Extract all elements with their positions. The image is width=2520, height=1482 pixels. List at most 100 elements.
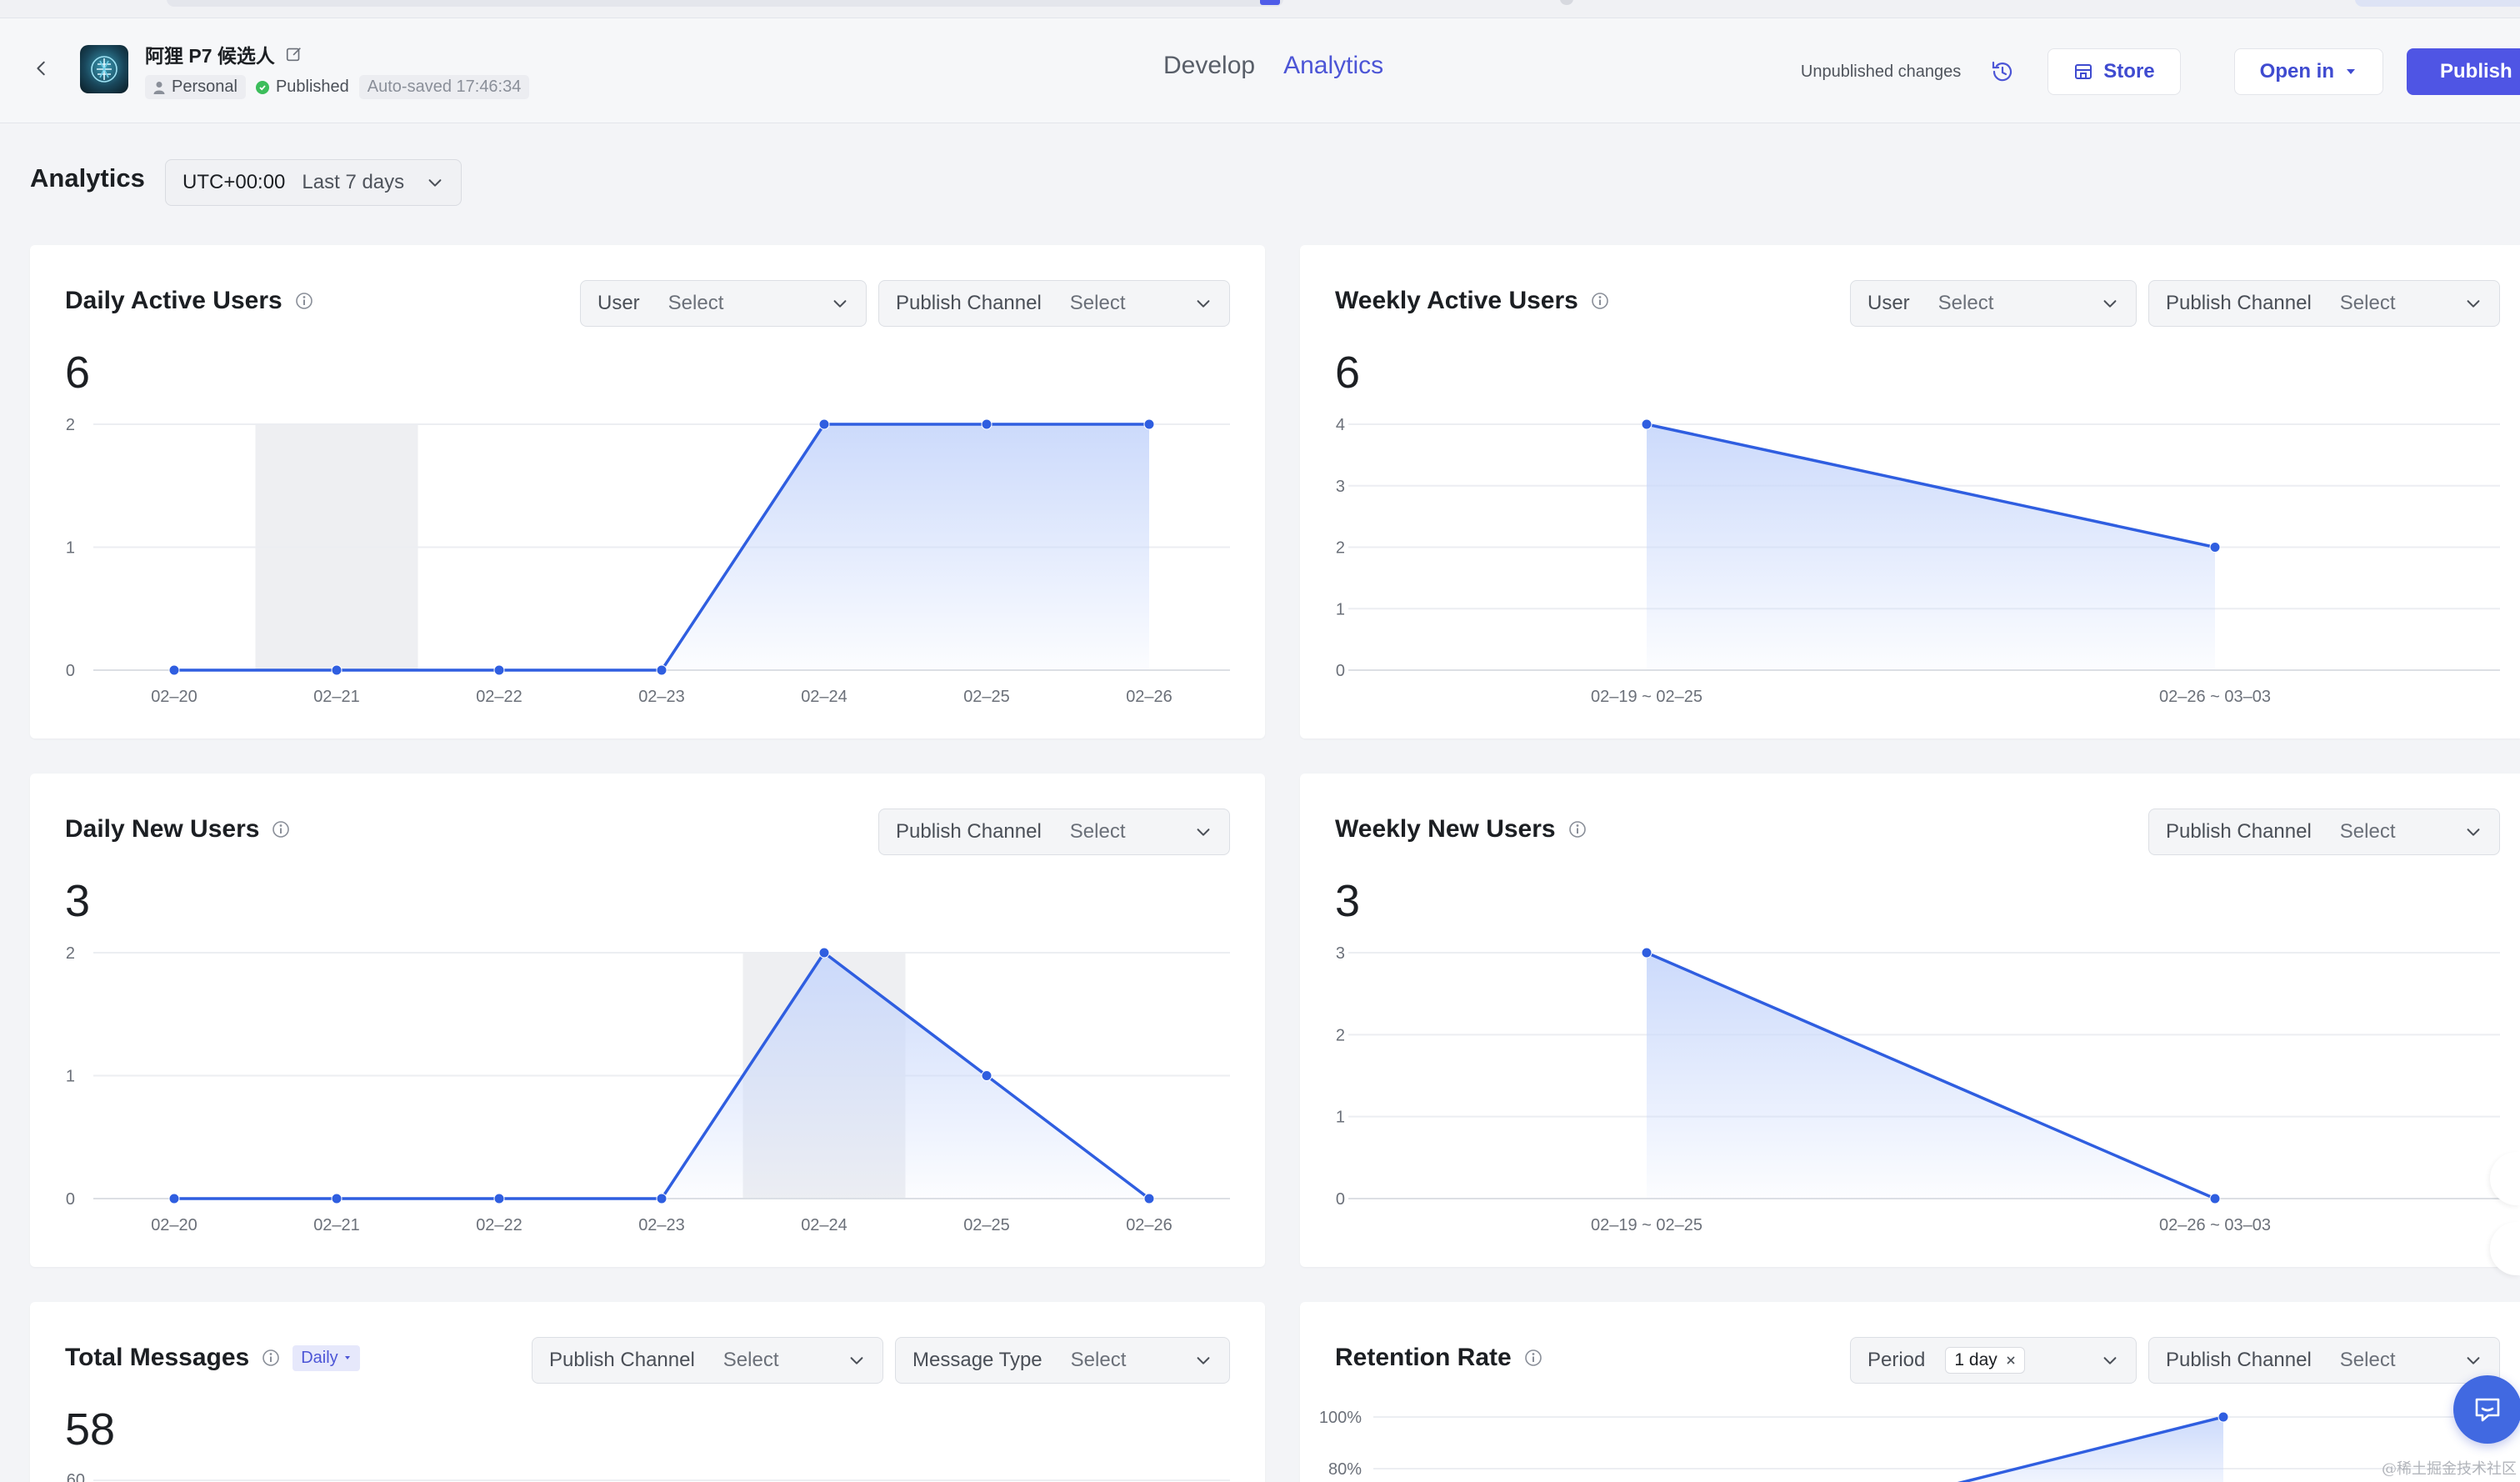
chevron-down-icon — [850, 1357, 863, 1364]
data-point — [493, 664, 505, 676]
data-point — [1641, 418, 1652, 430]
data-point — [981, 418, 992, 430]
chat-support-button[interactable] — [2453, 1375, 2520, 1444]
y-tick-label: 1 — [1336, 600, 1345, 618]
app-meta-row: Personal Published Auto-saved 17:46:34 — [145, 75, 530, 99]
publish-channel-filter-select[interactable]: Publish Channel Select — [2148, 1337, 2500, 1384]
granularity-dropdown[interactable]: Daily — [292, 1344, 360, 1371]
publish-channel-filter-select[interactable]: Publish Channel Select — [2148, 280, 2500, 327]
tab-analytics[interactable]: Analytics — [1283, 52, 1384, 79]
chat-icon — [2475, 1398, 2500, 1422]
x-tick-label: 02–23 — [638, 688, 685, 706]
store-icon — [2075, 64, 2092, 79]
y-tick-label: 1 — [1336, 1109, 1345, 1127]
browser-tab-indicator — [1260, 0, 1280, 5]
app-header: 阿狸 P7 候选人 Personal Published Auto-saved … — [0, 18, 2520, 123]
store-button[interactable]: Store — [2048, 48, 2181, 95]
daily-active-users-chart: 0 1 2 02–20 02–21 02–22 02–23 02–24 02–25 02–26 — [66, 416, 1230, 706]
chevron-down-icon — [2467, 300, 2480, 308]
info-icon[interactable] — [271, 819, 291, 839]
data-point — [656, 664, 668, 676]
data-point — [981, 1070, 992, 1081]
chevron-down-icon — [2467, 1357, 2480, 1364]
y-tick-label: 0 — [66, 1190, 75, 1209]
user-filter-select[interactable]: User Select — [1850, 280, 2137, 327]
user-filter-select[interactable]: User Select — [580, 280, 867, 327]
card-title: Retention Rate — [1335, 1344, 1543, 1372]
chevron-left-icon — [37, 61, 45, 76]
filter-value: Select — [2339, 1349, 2396, 1371]
filter-label: Period — [1868, 1349, 1926, 1371]
card-title: Weekly New Users — [1335, 815, 1588, 844]
publish-channel-filter-select[interactable]: Publish Channel Select — [2148, 809, 2500, 855]
y-tick-label: 0 — [1336, 662, 1345, 680]
filter-label: Publish Channel — [2166, 292, 2312, 314]
card-title: Total Messages Daily — [65, 1344, 360, 1372]
publish-channel-filter-select[interactable]: Publish Channel Select — [532, 1337, 883, 1384]
y-tick-label: 1 — [66, 539, 75, 558]
y-tick-label: 80% — [1328, 1460, 1362, 1479]
y-tick-label: 0 — [66, 662, 75, 680]
close-icon[interactable] — [2006, 1355, 2016, 1365]
owner-badge: Personal — [145, 75, 246, 99]
publish-channel-filter-select[interactable]: Publish Channel Select — [878, 809, 1230, 855]
filter-value: Select — [668, 292, 724, 314]
info-icon[interactable] — [294, 291, 314, 311]
card-title-text: Daily New Users — [65, 815, 260, 843]
data-point — [1143, 418, 1155, 430]
message-type-filter-select[interactable]: Message Type Select — [895, 1337, 1230, 1384]
card-weekly-new-users: 0 1 2 3 02–19 ~ 02–25 02–26 ~ 03–03 Weekly Ne… — [1300, 774, 2520, 1267]
back-button[interactable] — [25, 52, 58, 85]
edit-icon[interactable] — [285, 45, 303, 63]
data-point — [2209, 1193, 2221, 1204]
x-tick-label: 02–22 — [476, 1216, 522, 1234]
tab-develop[interactable]: Develop — [1163, 52, 1256, 79]
y-tick-label: 4 — [1336, 416, 1345, 434]
store-button-label: Store — [2103, 60, 2155, 83]
page-title: Analytics — [30, 163, 145, 193]
date-range-select[interactable]: UTC+00:00 Last 7 days — [165, 159, 462, 206]
x-tick-label: 02–21 — [313, 1216, 360, 1234]
period-filter-select[interactable]: Period 1 day — [1850, 1337, 2137, 1384]
period-chip[interactable]: 1 day — [1945, 1347, 2025, 1374]
info-icon[interactable] — [1568, 819, 1588, 839]
x-tick-label: 02–26 — [1126, 688, 1172, 706]
x-tick-label: 02–19 ~ 02–25 — [1591, 688, 1702, 706]
data-point — [1641, 947, 1652, 959]
chevron-down-icon — [1197, 829, 1210, 836]
series-line — [1646, 951, 2216, 1200]
data-point — [168, 664, 180, 676]
card-title-text: Retention Rate — [1335, 1344, 1512, 1371]
person-icon — [153, 81, 165, 94]
info-icon[interactable] — [1590, 291, 1610, 311]
info-icon[interactable] — [261, 1348, 281, 1368]
series-line — [1646, 423, 2216, 549]
y-tick-label: 3 — [1336, 944, 1345, 963]
card-title-text: Weekly Active Users — [1335, 287, 1578, 314]
data-point — [818, 418, 830, 430]
mode-tabs: Develop Analytics — [1163, 52, 1383, 80]
caret-down-icon — [2347, 69, 2355, 74]
card-title: Daily Active Users — [65, 287, 314, 315]
data-point — [168, 1193, 180, 1204]
info-icon[interactable] — [1523, 1348, 1543, 1368]
publish-button[interactable]: Publish — [2407, 48, 2520, 95]
chevron-down-icon — [428, 179, 442, 187]
filter-value: Select — [1938, 292, 1994, 314]
autosave-badge: Auto-saved 17:46:34 — [358, 75, 530, 99]
y-tick-label: 2 — [66, 944, 75, 963]
x-tick-label: 02–23 — [638, 1216, 685, 1234]
open-in-button[interactable]: Open in — [2233, 48, 2383, 95]
data-point — [2209, 542, 2221, 553]
data-point — [2218, 1411, 2229, 1423]
header-actions: Unpublished changes Store Open in Publis… — [1801, 48, 2520, 95]
filter-label: User — [598, 292, 640, 314]
filter-value: Select — [1069, 820, 1126, 843]
weekly-active-users-chart: 0 1 2 3 4 02–19 ~ 02–25 02–26 ~ 03–03 — [1336, 416, 2500, 706]
status-badge: Published — [255, 75, 349, 99]
card-retention-rate: 100% 80% Retention Rate Period 1 day Publ… — [1300, 1302, 2520, 1482]
browser-address-pill — [167, 0, 1283, 7]
history-icon[interactable] — [1989, 58, 2016, 85]
card-value: 6 — [65, 348, 91, 398]
publish-channel-filter-select[interactable]: Publish Channel Select — [878, 280, 1230, 327]
